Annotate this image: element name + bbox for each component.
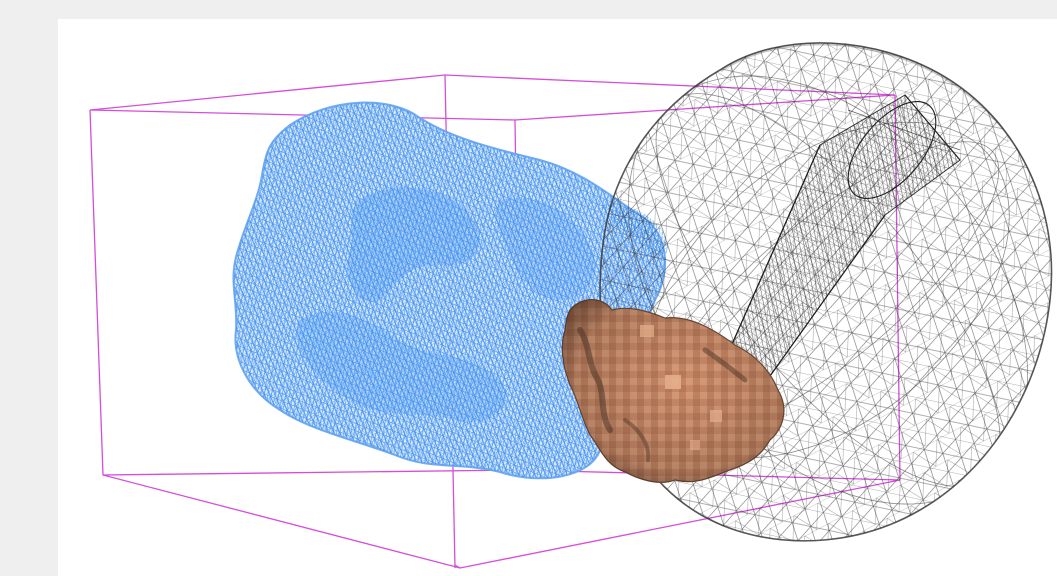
blue-wireframe-mesh [232, 101, 669, 480]
wireframe-cylinder [724, 94, 961, 391]
solid-surface-blob [561, 298, 785, 484]
